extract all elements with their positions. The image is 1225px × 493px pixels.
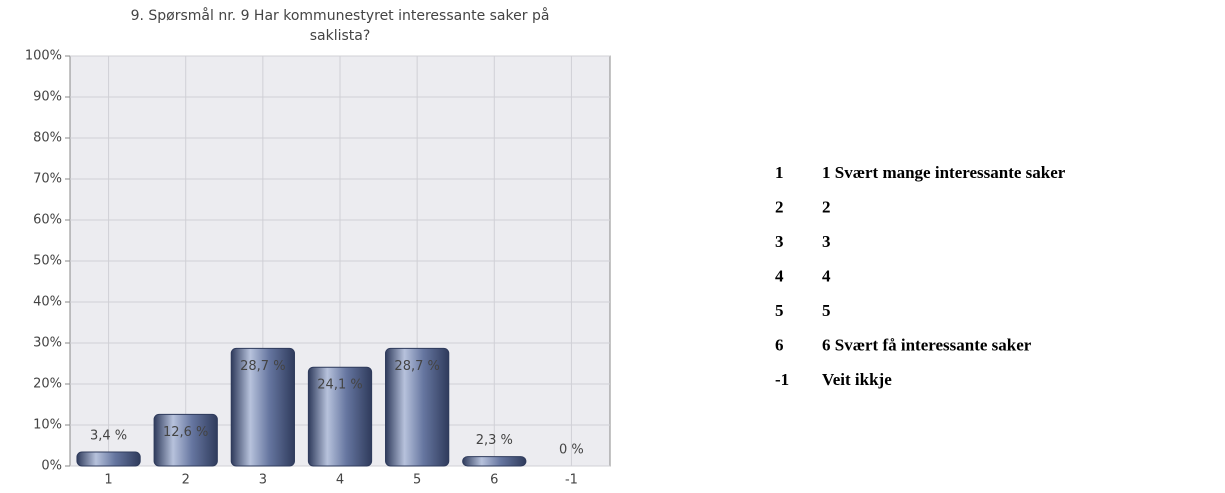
y-tick-label: 60% bbox=[33, 213, 62, 228]
value-label: 12,6 % bbox=[163, 425, 208, 440]
bar bbox=[76, 451, 141, 467]
bar bbox=[307, 366, 373, 467]
x-tick-label: 2 bbox=[182, 473, 190, 488]
key-code: 4 bbox=[775, 266, 784, 285]
value-label: 3,4 % bbox=[90, 429, 127, 444]
x-tick-label: 3 bbox=[259, 473, 267, 488]
key-code: 1 bbox=[775, 163, 784, 182]
key-code: 2 bbox=[775, 197, 784, 216]
y-tick-label: 100% bbox=[25, 49, 62, 64]
bar bbox=[230, 347, 295, 467]
bar bbox=[153, 413, 218, 467]
y-tick-label: 90% bbox=[33, 90, 62, 105]
y-tick-label: 20% bbox=[33, 377, 62, 392]
x-tick-label: 4 bbox=[336, 473, 344, 488]
value-label: 2,3 % bbox=[476, 433, 513, 448]
value-label: 0 % bbox=[559, 443, 584, 458]
key-label: Veit ikkje bbox=[822, 370, 892, 389]
y-tick-label: 10% bbox=[33, 418, 62, 433]
key-code: -1 bbox=[775, 370, 789, 389]
y-tick-label: 70% bbox=[33, 172, 62, 187]
value-label: 24,1 % bbox=[317, 378, 362, 393]
y-tick-label: 30% bbox=[33, 336, 62, 351]
key-code: 5 bbox=[775, 301, 784, 320]
key-label: 5 bbox=[822, 301, 831, 320]
x-tick-label: 6 bbox=[490, 473, 498, 488]
key-label: 6 Svært få interessante saker bbox=[822, 335, 1032, 354]
key-code: 6 bbox=[775, 335, 784, 354]
y-tick-label: 80% bbox=[33, 131, 62, 146]
bar bbox=[385, 347, 450, 467]
x-tick-label: -1 bbox=[565, 473, 578, 488]
key-code: 3 bbox=[775, 232, 784, 251]
y-tick-label: 50% bbox=[33, 254, 62, 269]
key-label: 2 bbox=[822, 197, 831, 216]
x-tick-label: 1 bbox=[104, 473, 112, 488]
key-label: 4 bbox=[822, 266, 831, 285]
value-label: 28,7 % bbox=[394, 359, 439, 374]
y-tick-label: 0% bbox=[41, 459, 62, 474]
bar bbox=[462, 456, 527, 467]
chart-title: 9. Spørsmål nr. 9 Har kommunestyret inte… bbox=[130, 8, 550, 44]
x-tick-label: 5 bbox=[413, 473, 421, 488]
key-label: 1 Svært mange interessante saker bbox=[822, 163, 1066, 182]
value-label: 28,7 % bbox=[240, 359, 285, 374]
key-label: 3 bbox=[822, 232, 831, 251]
y-tick-label: 40% bbox=[33, 295, 62, 310]
